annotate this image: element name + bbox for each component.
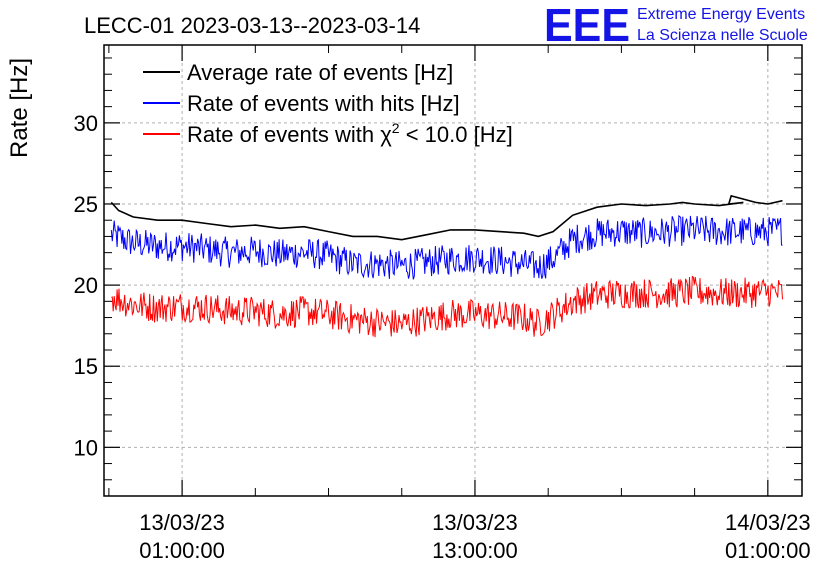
data-series bbox=[110, 194, 783, 338]
legend-chi2-superscript: 2 bbox=[392, 120, 400, 136]
legend-label-average: Average rate of events [Hz] bbox=[187, 60, 453, 85]
y-tick-label-25: 25 bbox=[74, 192, 98, 217]
series-line-average bbox=[110, 194, 783, 241]
y-tick-label-15: 15 bbox=[74, 354, 98, 379]
y-axis-label: Rate [Hz] bbox=[6, 58, 33, 158]
y-tick-label-20: 20 bbox=[74, 273, 98, 298]
y-tick-label-30: 30 bbox=[74, 111, 98, 136]
x-tick-label-date-2: 14/03/23 bbox=[725, 510, 811, 535]
eee-logo-letters: EEE bbox=[544, 0, 630, 51]
series-line-hits bbox=[110, 214, 783, 280]
x-tick-label-time-2: 01:00:00 bbox=[725, 538, 811, 563]
legend-chi2-symbol: χ bbox=[380, 122, 392, 147]
x-tick-label-time-1: 13:00:00 bbox=[432, 538, 518, 563]
logo-line-1: Extreme Energy Events bbox=[637, 6, 805, 23]
legend-label-chi2: Rate of events with χ2 < 10.0 [Hz] bbox=[187, 120, 513, 147]
legend-chi2-text-post: < 10.0 [Hz] bbox=[400, 122, 513, 147]
y-tick-label-10: 10 bbox=[74, 435, 98, 460]
axes: 10 15 20 25 30 13/03/23 01:00:00 13/03/23 13:00:… bbox=[74, 45, 811, 563]
x-tick-label-time-0: 01:00:00 bbox=[139, 538, 225, 563]
logo-line-2: La Scienza nelle Scuole bbox=[637, 27, 808, 44]
x-tick-label-date-0: 13/03/23 bbox=[139, 510, 225, 535]
legend-label-hits: Rate of events with hits [Hz] bbox=[187, 91, 460, 116]
chart-title: LECC-01 2023-03-13--2023-03-14 bbox=[84, 13, 420, 38]
legend: Average rate of events [Hz] Rate of even… bbox=[143, 60, 513, 147]
legend-chi2-text-pre: Rate of events with bbox=[187, 122, 380, 147]
plot-frame bbox=[103, 44, 803, 497]
grid-lines bbox=[104, 45, 802, 496]
x-tick-label-date-1: 13/03/23 bbox=[432, 510, 518, 535]
eee-logo: EEE Extreme Energy Events La Scienza nel… bbox=[544, 0, 808, 51]
series-line-chi2 bbox=[111, 275, 783, 338]
